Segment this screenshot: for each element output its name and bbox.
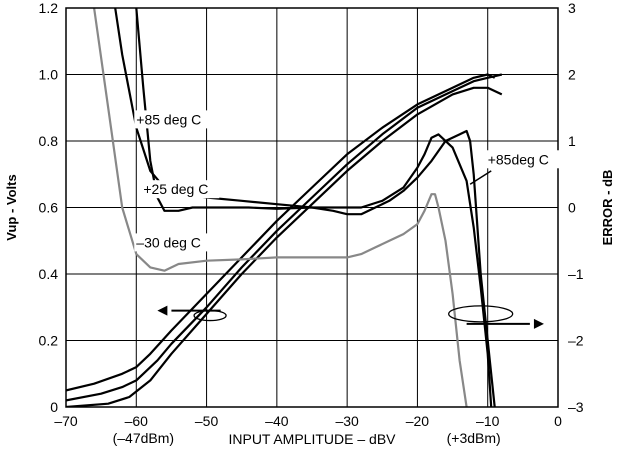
y-right-tick-label: 2 (568, 67, 576, 83)
y-right-tick-label: 1 (568, 133, 576, 149)
x-tick-labels: –70 –60 –50 –40 –30 –20 –10 0 (–47dBm) (+3dBm) (54, 413, 562, 446)
y-right-tick-label: –1 (568, 266, 584, 282)
y-left-tick-label: 0.6 (39, 200, 59, 216)
left-arrow-head (157, 305, 168, 316)
y-right-tick-label: 3 (568, 0, 576, 16)
y-left-tick-label: 0.2 (39, 333, 59, 349)
x-tick-label: –70 (54, 413, 78, 429)
x-tick-label: –20 (406, 413, 430, 429)
x-tick-label: –30 (335, 413, 359, 429)
x-tick-label: 0 (554, 413, 562, 429)
right-axis-ellipse (448, 305, 514, 323)
x-dbm-label: (–47dBm) (113, 430, 174, 446)
annotation-background (485, 150, 564, 169)
x-tick-label: –60 (125, 413, 149, 429)
x-tick-label: –40 (265, 413, 289, 429)
y-left-axis-title: Vup - Volts (4, 174, 19, 240)
error-curve-5 (135, 8, 493, 407)
vup-curve-2 (66, 73, 503, 402)
y-right-tick-label: –2 (568, 333, 584, 349)
error-curve-6 (93, 8, 468, 407)
y-left-tick-label: 1.2 (39, 0, 59, 16)
y-left-tick-label: 0.8 (39, 133, 59, 149)
y-left-tick-label: 1.0 (39, 67, 59, 83)
y-left-tick-labels: 0 0.2 0.4 0.6 0.8 1.0 1.2 (39, 0, 59, 415)
annotation-background (141, 180, 220, 199)
y-left-tick-label: 0.4 (39, 266, 59, 282)
vup-curve-3 (66, 86, 503, 407)
x-tick-label: –50 (195, 413, 219, 429)
curve-annotation: –30 deg C (136, 234, 201, 250)
vup-curve-1 (66, 73, 496, 392)
x-dbm-label: (+3dBm) (447, 430, 501, 446)
y-right-tick-labels: –3 –2 –1 0 1 2 3 (568, 0, 584, 415)
y-right-axis-title: ERROR - dB (600, 170, 615, 246)
right-arrow-head (533, 318, 544, 329)
y-left-tick-label: 0 (50, 399, 58, 415)
y-right-tick-label: –3 (568, 399, 584, 415)
y-right-tick-label: 0 (568, 200, 576, 216)
curve-annotation: +85 deg C (136, 111, 201, 127)
x-tick-label: –10 (476, 413, 500, 429)
annotation-leader-line (469, 170, 492, 185)
annotation-layer: +85 deg C +25 deg C –30 deg C +85deg C (134, 110, 564, 329)
plot-frame (65, 7, 559, 408)
curve-annotation: +85deg C (488, 151, 549, 167)
curve-annotation: +25 deg C (143, 181, 208, 197)
annotation-background (134, 233, 213, 252)
annotation-background (134, 110, 213, 129)
x-axis-title: INPUT AMPLITUDE – dBV (228, 431, 396, 447)
